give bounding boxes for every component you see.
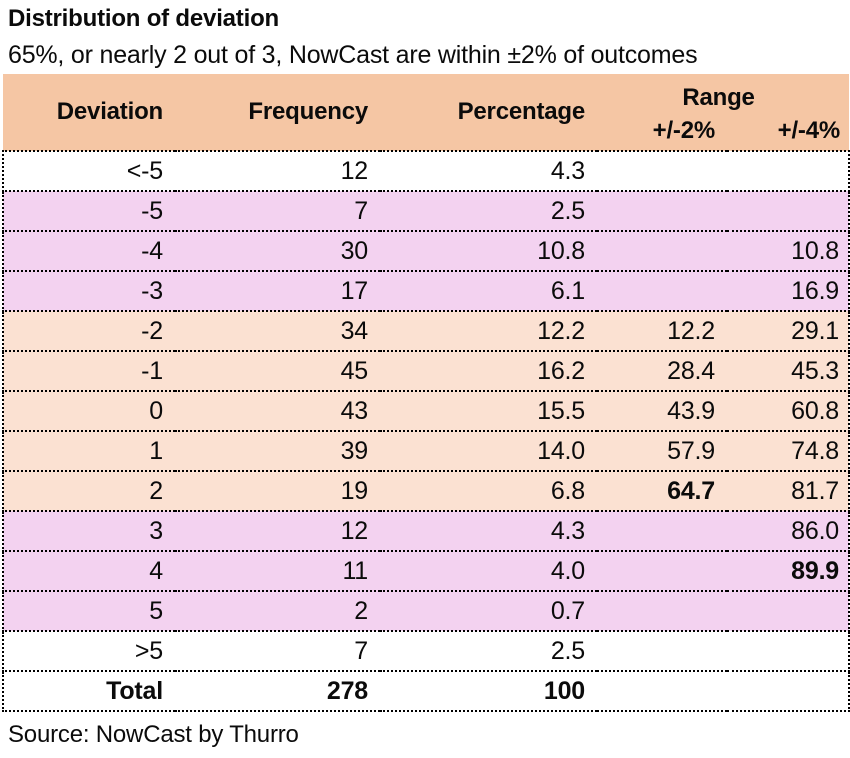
cell-pm4 [727,150,850,192]
col-header-range-group: Range [597,74,850,116]
cell-pm2 [597,591,727,632]
cell-percentage: 2.5 [380,631,597,672]
cell-pm2: 12.2 [597,311,727,352]
col-header-plus-minus-4pct: +/-4% [727,116,850,151]
cell-percentage: 2.5 [380,191,597,232]
cell-pm2: 57.9 [597,431,727,472]
table-row: 0 43 15.5 43.9 60.8 [2,391,850,432]
cell-frequency: 12 [175,511,380,552]
col-header-deviation: Deviation [3,74,175,151]
cell-deviation: -4 [2,231,175,272]
cell-deviation: -3 [2,271,175,312]
col-header-plus-minus-2pct: +/-2% [597,116,727,151]
cell-deviation: <-5 [2,150,175,192]
cell-pm4 [727,671,850,712]
cell-percentage: 14.0 [380,431,597,472]
cell-percentage: 100 [380,671,597,712]
cell-deviation: -2 [2,311,175,352]
cell-pm2 [597,511,727,552]
cell-frequency: 17 [175,271,380,312]
cell-pm4 [727,191,850,232]
cell-percentage: 6.1 [380,271,597,312]
table-row: -1 45 16.2 28.4 45.3 [2,351,850,392]
subtitle: 65%, or nearly 2 out of 3, NowCast are w… [8,41,698,69]
table-row: -4 30 10.8 10.8 [2,231,850,272]
cell-deviation: 4 [2,551,175,592]
cell-pm2 [597,150,727,192]
cell-frequency: 45 [175,351,380,392]
cell-frequency: 7 [175,191,380,232]
cell-percentage: 6.8 [380,471,597,512]
cell-pm4 [727,631,850,672]
cell-pm4: 74.8 [727,431,850,472]
cell-percentage: 10.8 [380,231,597,272]
table-row: 1 39 14.0 57.9 74.8 [2,431,850,472]
cell-deviation: 0 [2,391,175,432]
cell-frequency: 30 [175,231,380,272]
cell-frequency: 7 [175,631,380,672]
cell-pm2 [597,671,727,712]
cell-deviation: -1 [2,351,175,392]
cell-percentage: 0.7 [380,591,597,632]
cell-pm4: 45.3 [727,351,850,392]
cell-pm2 [597,271,727,312]
cell-frequency: 39 [175,431,380,472]
table-row: 3 12 4.3 86.0 [2,511,850,552]
col-header-frequency: Frequency [175,74,380,151]
cell-percentage: 4.0 [380,551,597,592]
total-row: Total 278 100 [2,671,850,712]
cell-pm4: 60.8 [727,391,850,432]
cell-pm4: 29.1 [727,311,850,352]
table-row: 2 19 6.8 64.7 81.7 [2,471,850,512]
cell-deviation: >5 [2,631,175,672]
table-body: <-5 12 4.3 -5 7 2.5 -4 30 10.8 10.8 -3 17 6.1 16.9 -2 3… [2,150,850,712]
cell-pm2 [597,551,727,592]
cell-deviation: 5 [2,591,175,632]
cell-pm4: 16.9 [727,271,850,312]
cell-pm2 [597,231,727,272]
cell-pm4: 89.9 [727,551,850,592]
table-row: <-5 12 4.3 [2,150,850,192]
cell-frequency: 2 [175,591,380,632]
cell-pm4 [727,591,850,632]
header-row-sub: +/-2% +/-4% [3,116,850,151]
cell-pm2: 28.4 [597,351,727,392]
cell-deviation: Total [2,671,175,712]
cell-pm2: 43.9 [597,391,727,432]
source-note: Source: NowCast by Thurro [8,721,299,748]
header-row-main: Deviation Frequency Percentage Range [3,74,850,151]
page-title: Distribution of deviation [8,5,279,32]
cell-pm2 [597,191,727,232]
cell-deviation: 2 [2,471,175,512]
cell-pm4: 86.0 [727,511,850,552]
cell-pm2 [597,631,727,672]
cell-frequency: 278 [175,671,380,712]
table-row: 4 11 4.0 89.9 [2,551,850,592]
cell-pm2: 64.7 [597,471,727,512]
cell-frequency: 43 [175,391,380,432]
cell-deviation: -5 [2,191,175,232]
cell-percentage: 4.3 [380,150,597,192]
cell-deviation: 3 [2,511,175,552]
table-row: 5 2 0.7 [2,591,850,632]
table-row: -2 34 12.2 12.2 29.1 [2,311,850,352]
cell-frequency: 12 [175,150,380,192]
cell-percentage: 15.5 [380,391,597,432]
cell-deviation: 1 [2,431,175,472]
table-header: Deviation Frequency Percentage Range +/-… [3,74,850,151]
cell-percentage: 12.2 [380,311,597,352]
cell-frequency: 11 [175,551,380,592]
table-row: >5 7 2.5 [2,631,850,672]
cell-percentage: 4.3 [380,511,597,552]
cell-percentage: 16.2 [380,351,597,392]
table-row: -5 7 2.5 [2,191,850,232]
deviation-table: Deviation Frequency Percentage Range +/-… [2,74,850,712]
cell-frequency: 34 [175,311,380,352]
table-row: -3 17 6.1 16.9 [2,271,850,312]
cell-pm4: 10.8 [727,231,850,272]
col-header-percentage: Percentage [380,74,597,151]
cell-frequency: 19 [175,471,380,512]
cell-pm4: 81.7 [727,471,850,512]
